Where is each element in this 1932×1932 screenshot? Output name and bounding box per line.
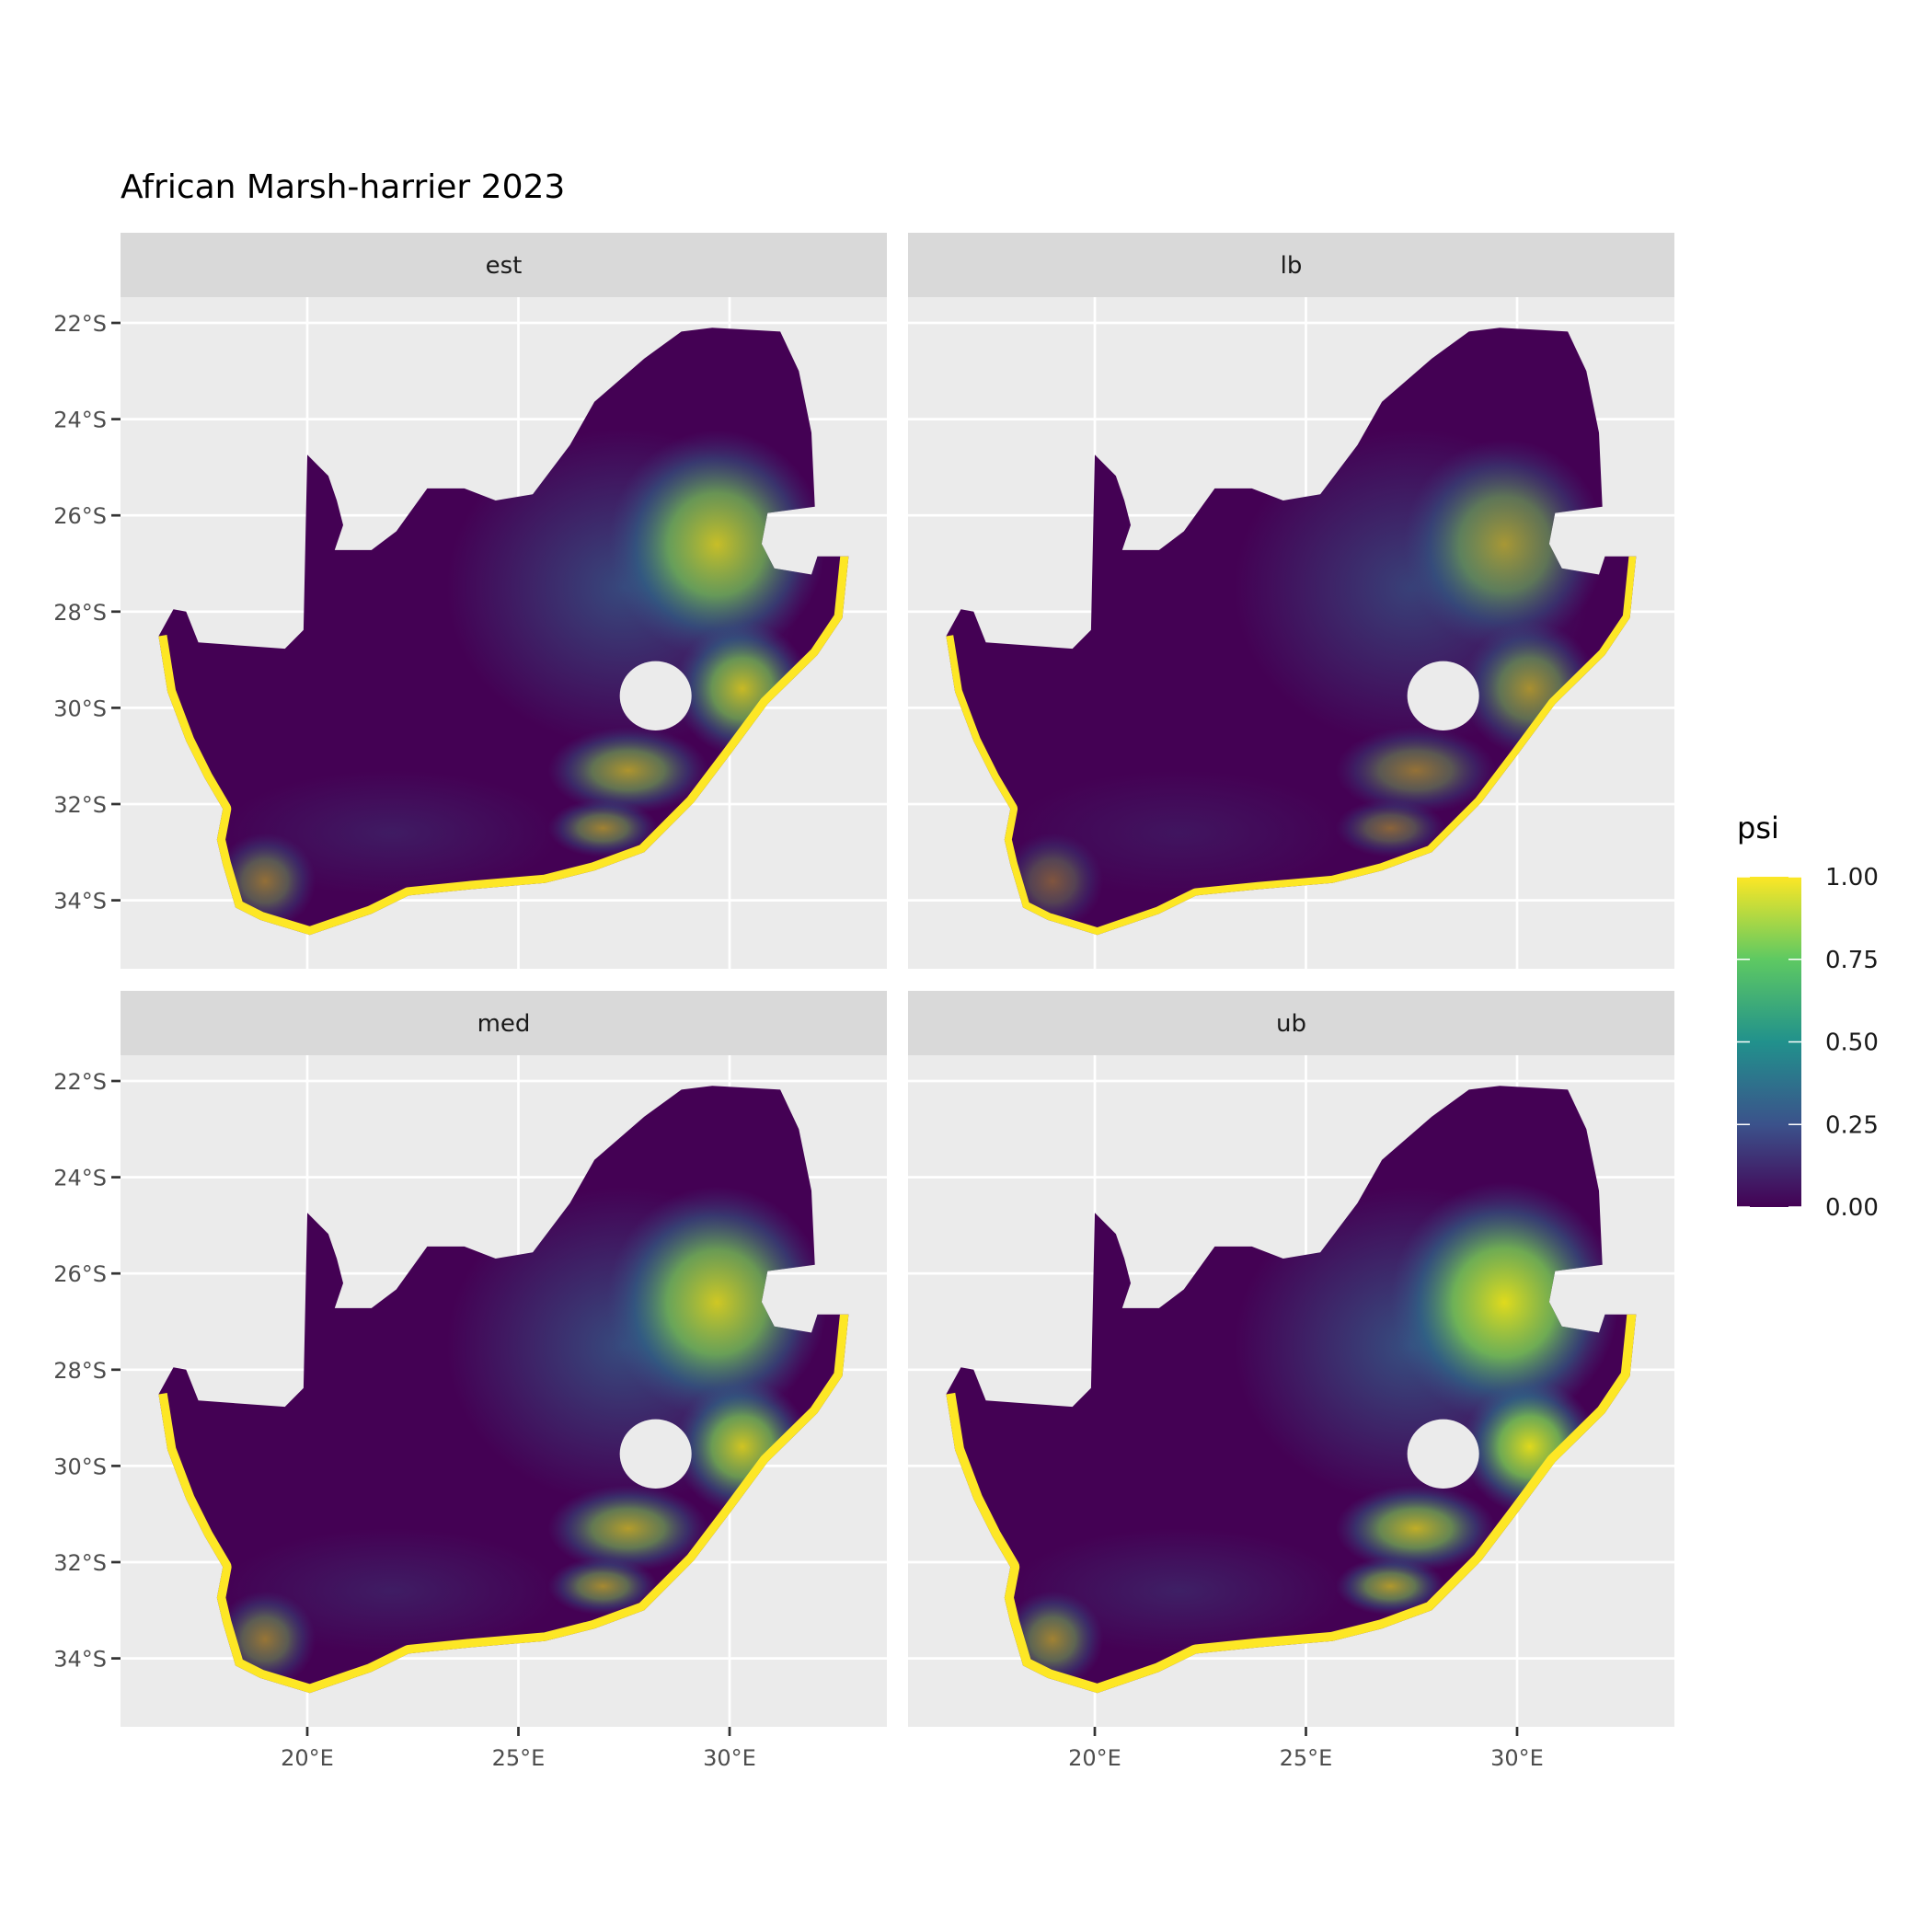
facet-strip-label: ub (1276, 1010, 1306, 1038)
x-tick-label: 30°E (703, 1745, 756, 1771)
lesotho-gap (619, 1419, 692, 1489)
chart-title: African Marsh-harrier 2023 (121, 168, 565, 206)
legend-label: 0.25 (1825, 1111, 1879, 1139)
facet-strip-label: lb (1281, 252, 1303, 280)
x-tick-label: 20°E (281, 1745, 334, 1771)
raster-hotspot-eastern-cape (1335, 1557, 1445, 1616)
facet-strip-label: est (486, 252, 523, 280)
map-hotspots (946, 1181, 1637, 1694)
y-tick-label: 28°S (53, 600, 107, 626)
raster-hotspot-highveld (1390, 1181, 1619, 1423)
facet-panel-est: est 22°S 24°S 26°S 28°S 30°S 32°S 34°S (53, 233, 887, 969)
legend-label: 0.50 (1825, 1029, 1879, 1057)
y-tick-label: 22°S (53, 311, 107, 337)
raster-hotspot-eastern-cape (547, 1557, 658, 1616)
lesotho-gap (1407, 661, 1479, 730)
raster-hotspot-highveld (606, 1186, 828, 1419)
y-tick-label: 26°S (53, 503, 107, 529)
raster-hotspot-eastern-cape (547, 727, 709, 814)
panel-area: 22°S 24°S 26°S 28°S 30°S 32°S 34°S 20°E 25°E 30°E (53, 1055, 887, 1771)
y-tick-label: 24°S (53, 1166, 107, 1191)
raster-hotspot-highveld (1403, 439, 1605, 650)
x-tick-label: 25°E (492, 1745, 546, 1771)
map-hotspots (158, 1186, 849, 1694)
x-tick-label: 20°E (1068, 1745, 1121, 1771)
raster-hotspot-eastern-cape (547, 799, 658, 857)
facet-panel-ub: ub 20°E 25°E 30°E (908, 991, 1674, 1771)
y-tick-label: 26°S (53, 1261, 107, 1287)
legend: psi 1.00 0.75 0.50 0.25 0.00 (1737, 811, 1879, 1222)
raster-hotspot-eastern-cape (1335, 1485, 1497, 1572)
panel-area (908, 297, 1674, 969)
facet-strip (908, 991, 1674, 1055)
legend-title: psi (1737, 811, 1779, 845)
facet-strip (908, 233, 1674, 297)
panel-area: 22°S 24°S 26°S 28°S 30°S 32°S 34°S (53, 297, 887, 969)
y-tick-label: 34°S (53, 1647, 107, 1673)
y-tick-label: 30°S (53, 696, 107, 721)
raster-hotspot-highveld (608, 430, 825, 659)
legend-label: 0.75 (1825, 947, 1879, 974)
map-hotspots (946, 429, 1637, 936)
legend-label: 1.00 (1825, 864, 1879, 891)
raster-hotspot-eastern-cape (1335, 727, 1497, 814)
facet-strip (121, 233, 887, 297)
y-tick-label: 30°S (53, 1454, 107, 1479)
legend-label: 0.00 (1825, 1194, 1879, 1222)
raster-hotspot-eastern-cape (1335, 799, 1445, 857)
facet-panel-lb: lb (908, 233, 1674, 969)
y-tick-label: 32°S (53, 792, 107, 818)
y-tick-label: 34°S (53, 889, 107, 914)
x-tick-label: 30°E (1490, 1745, 1544, 1771)
y-tick-label: 24°S (53, 408, 107, 433)
panel-area: 20°E 25°E 30°E (908, 1055, 1674, 1771)
facet-strip (121, 991, 887, 1055)
x-tick-label: 25°E (1280, 1745, 1333, 1771)
lesotho-gap (619, 661, 692, 730)
y-tick-label: 22°S (53, 1069, 107, 1095)
raster-hotspot-eastern-cape (547, 1485, 709, 1572)
facet-panel-med: med 22°S 24°S 26°S 28°S 30°S 32°S 34°S 20°E 25°E 3… (53, 991, 887, 1771)
facet-strip-label: med (477, 1010, 531, 1038)
lesotho-gap (1407, 1419, 1479, 1489)
y-tick-label: 28°S (53, 1358, 107, 1384)
y-tick-label: 32°S (53, 1550, 107, 1576)
